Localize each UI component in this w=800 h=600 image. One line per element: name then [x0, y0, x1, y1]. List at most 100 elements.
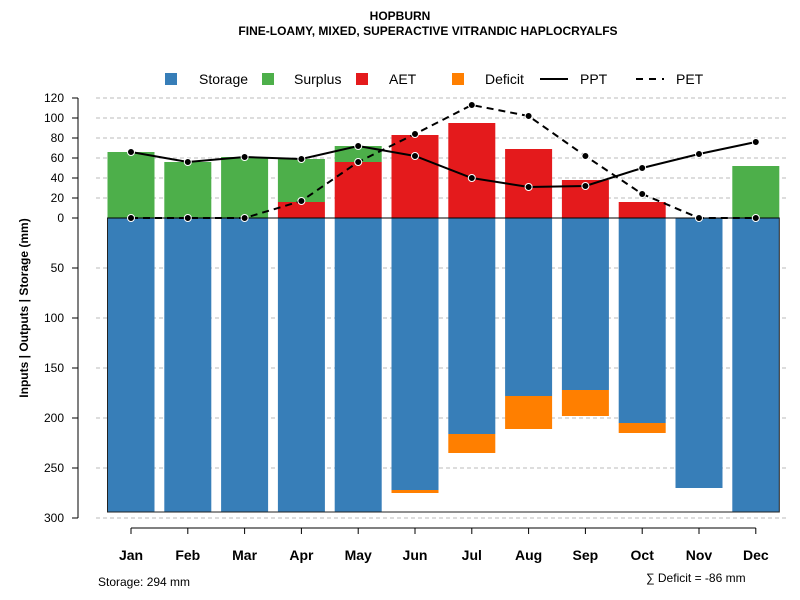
surplus-bar-apr	[277, 159, 325, 202]
y-tick-label: 200	[44, 411, 64, 425]
x-tick-label-apr: Apr	[289, 547, 314, 563]
aet-bar-jul	[448, 123, 496, 218]
legend-swatch-surplus	[262, 73, 274, 85]
legend-item-storage: Storage	[165, 71, 248, 87]
pet-point-sep	[581, 152, 590, 160]
ppt-point-feb	[183, 158, 192, 166]
y-tick-label: 100	[44, 311, 64, 325]
legend-label-ppt: PPT	[580, 71, 608, 87]
ppt-point-jan	[127, 148, 135, 156]
pet-point-mar	[240, 214, 249, 222]
y-tick-label: 120	[44, 91, 64, 105]
deficit-note: ∑ Deficit = -86 mm	[646, 571, 746, 585]
series-lines	[127, 101, 760, 222]
x-tick-label-mar: Mar	[232, 547, 257, 563]
legend-item-ppt: PPT	[540, 71, 608, 87]
aet-bar-jun	[391, 135, 439, 218]
ppt-point-nov	[695, 150, 703, 158]
legend-item-deficit: Deficit	[452, 71, 524, 87]
x-tick-label-aug: Aug	[515, 547, 542, 563]
legend-label-aet: AET	[389, 71, 417, 87]
ppt-point-dec	[751, 138, 760, 146]
ppt-point-aug	[524, 183, 533, 191]
ppt-point-oct	[638, 164, 647, 172]
pet-point-apr	[297, 197, 306, 205]
storage-bar-aug	[505, 218, 553, 396]
x-tick-label-feb: Feb	[175, 547, 200, 563]
x-tick-label-jul: Jul	[462, 547, 482, 563]
x-tick-label-dec: Dec	[743, 547, 769, 563]
y-tick-label: 80	[51, 131, 65, 145]
legend-item-aet: AET	[356, 71, 417, 87]
y-tick-label: 20	[51, 191, 65, 205]
pet-point-jun	[411, 130, 419, 138]
x-tick-label-oct: Oct	[631, 547, 655, 563]
storage-bar-sep	[561, 218, 609, 390]
pet-line	[131, 103, 756, 219]
storage-bar-mar	[221, 218, 269, 512]
surplus-bar-jan	[107, 152, 155, 218]
storage-bar-feb	[164, 218, 212, 512]
legend-swatch-storage	[165, 73, 177, 85]
ppt-point-mar	[240, 153, 249, 161]
legend-label-surplus: Surplus	[294, 71, 341, 87]
ppt-line	[130, 141, 757, 189]
deficit-bar-jun	[391, 490, 439, 493]
y-tick-label: 150	[44, 361, 64, 375]
y-axis-label: Inputs | Outputs | Storage (mm)	[17, 218, 31, 397]
deficit-bar-sep	[561, 390, 609, 416]
legend-item-pet: PET	[636, 71, 704, 87]
chart-title: HOPBURN	[370, 9, 431, 23]
pet-point-may	[354, 158, 363, 166]
pet-point-dec	[751, 214, 760, 222]
storage-bar-jun	[391, 218, 439, 490]
y-tick-label: 0	[57, 211, 64, 225]
pet-point-jul	[467, 101, 476, 109]
legend-label-deficit: Deficit	[485, 71, 524, 87]
storage-bar-oct	[618, 218, 666, 423]
surplus-bar-dec	[732, 166, 780, 218]
storage-bar-may	[334, 218, 382, 512]
aet-bar-apr	[277, 202, 325, 218]
surplus-bar-mar	[221, 157, 269, 218]
pet-point-nov	[695, 214, 703, 222]
legend-label-pet: PET	[676, 71, 704, 87]
x-tick-label-jun: Jun	[403, 547, 428, 563]
y-tick-label: 50	[51, 261, 65, 275]
x-tick-label-nov: Nov	[686, 547, 713, 563]
aet-bar-may	[334, 162, 382, 218]
storage-note: Storage: 294 mm	[98, 575, 190, 589]
y-tick-label: 300	[44, 511, 64, 525]
legend-swatch-deficit	[452, 73, 464, 85]
ppt-point-may	[354, 142, 363, 150]
x-tick-label-jan: Jan	[119, 547, 143, 563]
x-tick-label-sep: Sep	[573, 547, 599, 563]
ppt-point-sep	[581, 182, 590, 190]
surplus-bar-feb	[164, 162, 212, 218]
y-tick-label: 100	[44, 111, 64, 125]
legend-item-surplus: Surplus	[262, 71, 341, 87]
y-tick-label: 250	[44, 461, 64, 475]
pet-point-oct	[638, 190, 647, 198]
storage-bar-nov	[675, 218, 723, 488]
chart-subtitle: FINE-LOAMY, MIXED, SUPERACTIVE VITRANDIC…	[238, 24, 617, 38]
legend-swatch-aet	[356, 73, 368, 85]
deficit-bar-aug	[505, 396, 553, 429]
pet-point-aug	[524, 112, 533, 120]
storage-bar-jul	[448, 218, 496, 434]
ppt-point-apr	[297, 155, 306, 163]
ppt-point-jun	[411, 152, 419, 160]
storage-bar-apr	[277, 218, 325, 512]
bars	[107, 123, 780, 513]
deficit-bar-jul	[448, 434, 496, 453]
aet-bar-oct	[618, 202, 666, 218]
deficit-bar-oct	[618, 423, 666, 433]
storage-bar-jan	[107, 218, 155, 512]
legend-label-storage: Storage	[199, 71, 248, 87]
ppt-point-jul	[467, 174, 476, 182]
y-tick-label: 40	[51, 171, 65, 185]
storage-bar-dec	[732, 218, 780, 512]
pet-point-jan	[127, 214, 135, 222]
